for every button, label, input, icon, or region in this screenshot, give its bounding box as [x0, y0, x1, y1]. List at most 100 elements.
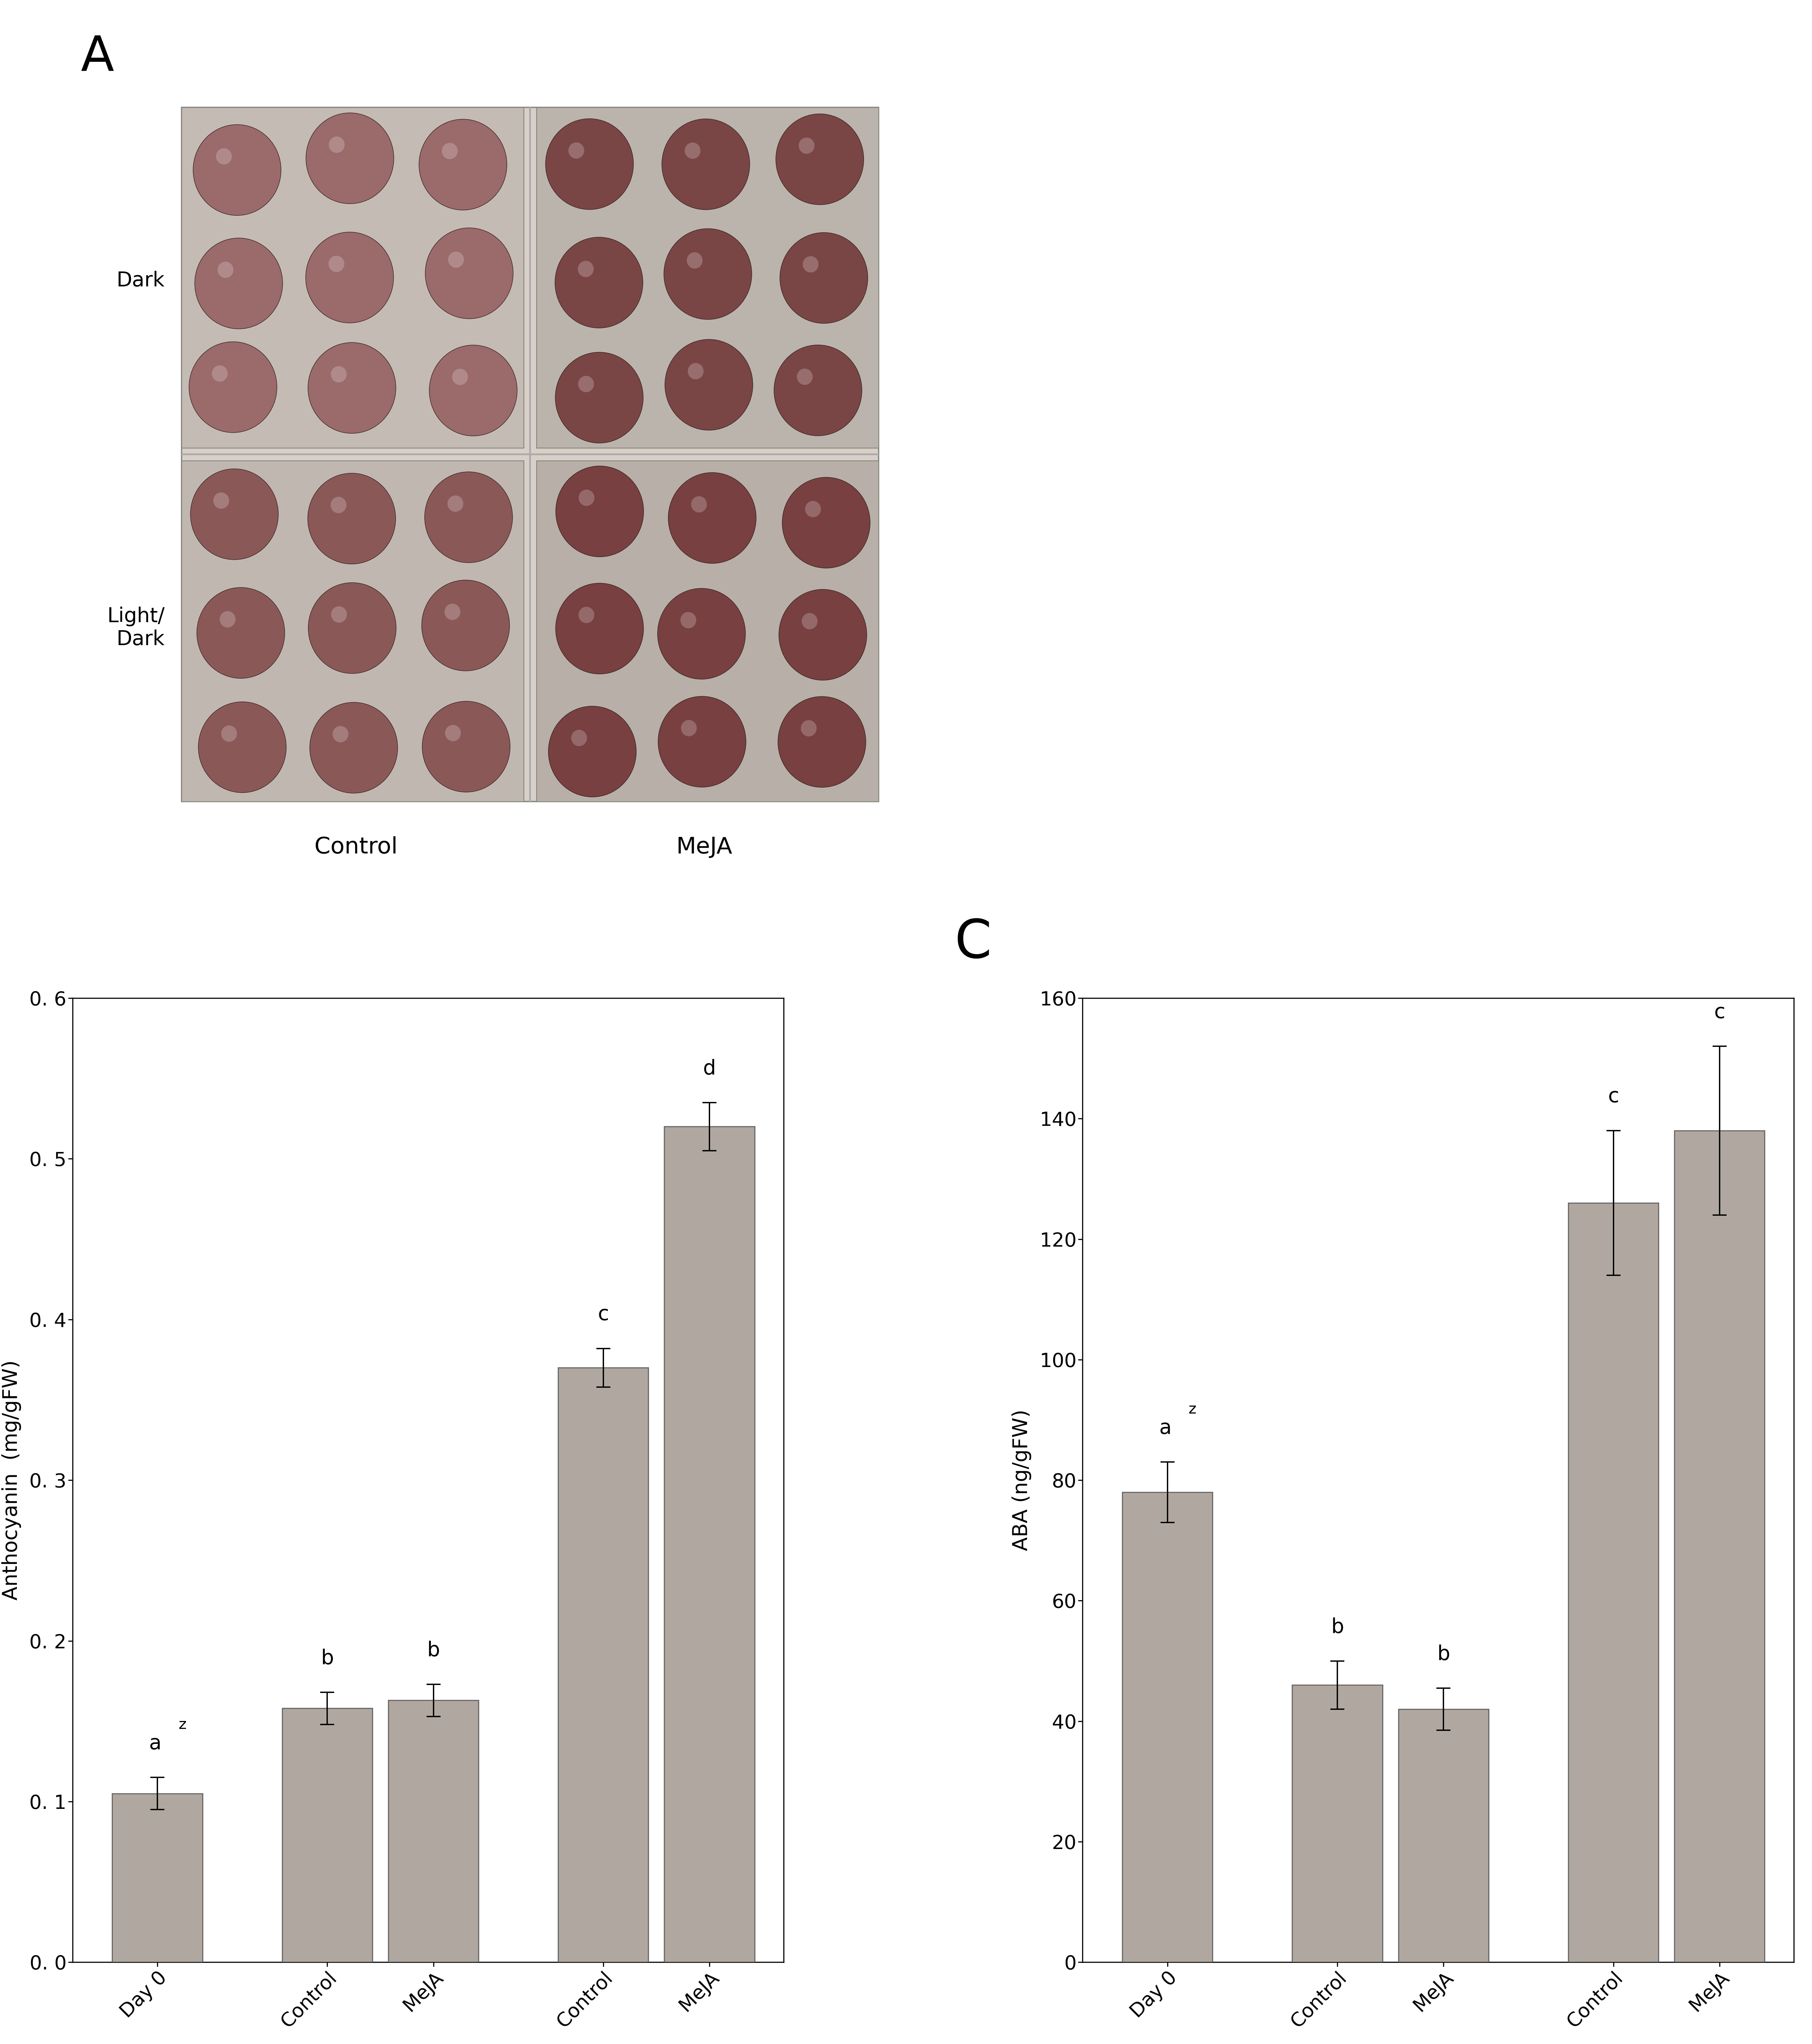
- Circle shape: [448, 251, 464, 268]
- Circle shape: [690, 497, 707, 513]
- Circle shape: [306, 112, 393, 204]
- Circle shape: [214, 493, 228, 509]
- Bar: [665, 1126, 754, 1962]
- Circle shape: [328, 256, 344, 272]
- Text: Dark: Dark: [116, 272, 165, 290]
- Bar: [536, 460, 879, 801]
- Text: c: c: [1714, 1002, 1725, 1022]
- Circle shape: [669, 472, 756, 564]
- Circle shape: [332, 366, 346, 382]
- Circle shape: [578, 262, 594, 278]
- Circle shape: [689, 364, 703, 380]
- Bar: [181, 460, 524, 801]
- Text: z: z: [1189, 1402, 1196, 1416]
- Circle shape: [658, 589, 745, 679]
- Circle shape: [448, 495, 464, 511]
- Circle shape: [419, 119, 507, 211]
- Y-axis label: Anthocyanin  (mg/gFW): Anthocyanin (mg/gFW): [2, 1359, 22, 1600]
- Circle shape: [556, 466, 643, 556]
- Text: z: z: [179, 1717, 187, 1731]
- Circle shape: [308, 474, 395, 564]
- Circle shape: [308, 583, 397, 672]
- Circle shape: [549, 705, 636, 797]
- Circle shape: [426, 227, 513, 319]
- Circle shape: [779, 233, 868, 323]
- Circle shape: [453, 368, 467, 384]
- Circle shape: [198, 701, 286, 793]
- Circle shape: [578, 491, 594, 507]
- Circle shape: [332, 607, 346, 623]
- Circle shape: [188, 341, 277, 433]
- Circle shape: [212, 366, 228, 382]
- Circle shape: [221, 726, 237, 742]
- Circle shape: [219, 611, 236, 628]
- Circle shape: [330, 497, 346, 513]
- Circle shape: [217, 262, 234, 278]
- Bar: [1399, 1709, 1489, 1962]
- Circle shape: [194, 237, 283, 329]
- Circle shape: [658, 697, 747, 787]
- Circle shape: [571, 730, 587, 746]
- Text: a: a: [1160, 1419, 1172, 1439]
- Text: b: b: [1437, 1643, 1450, 1664]
- Circle shape: [578, 607, 594, 623]
- Circle shape: [777, 697, 866, 787]
- Bar: [558, 1367, 649, 1962]
- Circle shape: [216, 149, 232, 166]
- Circle shape: [328, 137, 344, 153]
- Circle shape: [803, 256, 819, 272]
- Circle shape: [799, 137, 814, 153]
- Circle shape: [306, 233, 393, 323]
- Y-axis label: ABA (ng/gFW): ABA (ng/gFW): [1011, 1410, 1031, 1551]
- Circle shape: [446, 726, 460, 742]
- Circle shape: [194, 125, 281, 215]
- Circle shape: [681, 719, 698, 736]
- Circle shape: [333, 726, 348, 742]
- Bar: [181, 106, 524, 448]
- Bar: [1674, 1130, 1765, 1962]
- Bar: [1122, 1492, 1212, 1962]
- Circle shape: [687, 251, 703, 268]
- Circle shape: [554, 352, 643, 444]
- Bar: [388, 1701, 478, 1962]
- Bar: [181, 106, 879, 801]
- Circle shape: [665, 339, 752, 429]
- Circle shape: [569, 143, 583, 159]
- Bar: [283, 1709, 373, 1962]
- Text: a: a: [149, 1733, 161, 1754]
- Text: b: b: [321, 1647, 333, 1668]
- Circle shape: [308, 343, 395, 433]
- Circle shape: [578, 376, 594, 392]
- Bar: [536, 106, 879, 448]
- Text: C: C: [955, 918, 991, 969]
- Bar: [112, 1793, 203, 1962]
- Circle shape: [801, 719, 817, 736]
- Circle shape: [422, 580, 509, 670]
- Circle shape: [190, 468, 279, 560]
- Text: b: b: [1330, 1617, 1345, 1637]
- Circle shape: [198, 587, 284, 679]
- Circle shape: [444, 603, 460, 619]
- Text: A: A: [82, 33, 114, 82]
- Text: c: c: [598, 1304, 609, 1325]
- Bar: [1292, 1684, 1383, 1962]
- Circle shape: [422, 701, 511, 793]
- Circle shape: [774, 345, 863, 435]
- Text: Light/
Dark: Light/ Dark: [107, 607, 165, 650]
- Circle shape: [424, 472, 513, 562]
- Text: Control: Control: [313, 836, 397, 858]
- Circle shape: [805, 501, 821, 517]
- Circle shape: [681, 611, 696, 628]
- Text: MeJA: MeJA: [676, 836, 732, 858]
- Circle shape: [556, 583, 643, 675]
- Circle shape: [797, 368, 812, 384]
- Circle shape: [429, 345, 516, 435]
- Text: d: d: [703, 1059, 716, 1079]
- Circle shape: [661, 119, 750, 211]
- Bar: [1567, 1204, 1658, 1962]
- Circle shape: [783, 478, 870, 568]
- Circle shape: [776, 114, 864, 204]
- Circle shape: [310, 703, 397, 793]
- Text: b: b: [428, 1641, 440, 1660]
- Circle shape: [554, 237, 643, 327]
